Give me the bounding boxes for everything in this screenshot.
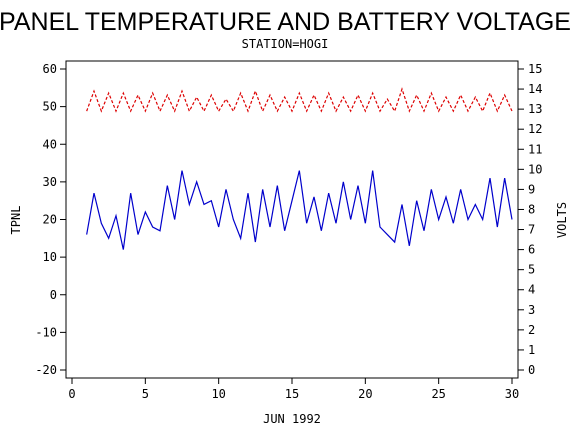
y2-tick-label: 14 <box>528 82 542 96</box>
x-tick-label: 25 <box>431 387 445 401</box>
chart-subtitle: STATION=HOGI <box>242 37 329 51</box>
x-tick-label: 20 <box>358 387 372 401</box>
y2-tick-label: 7 <box>528 223 535 237</box>
y2-tick-label: 5 <box>528 263 535 277</box>
y2-tick-label: 3 <box>528 303 535 317</box>
y-tick-label: -10 <box>35 325 57 339</box>
y-tick-label: 30 <box>43 175 57 189</box>
plot-frame <box>65 60 519 379</box>
y-axis-label: TPNL <box>9 206 23 235</box>
y2-tick-label: 11 <box>528 142 542 156</box>
y2-axis-label: VOLTS <box>555 202 569 238</box>
y2-tick-label: 13 <box>528 102 542 116</box>
y-tick-label: 60 <box>43 62 57 76</box>
y2-tick-label: 2 <box>528 323 535 337</box>
y-tick-label: 40 <box>43 137 57 151</box>
y-tick-label: 50 <box>43 100 57 114</box>
x-tick-label: 10 <box>211 387 225 401</box>
x-tick-label: 30 <box>505 387 519 401</box>
y2-tick-label: 4 <box>528 283 535 297</box>
chart-title: PANEL TEMPERATURE AND BATTERY VOLTAGE <box>0 8 570 36</box>
y2-tick-label: 12 <box>528 122 542 136</box>
y2-tick-label: 8 <box>528 202 535 216</box>
y-tick-label: -20 <box>35 363 57 377</box>
data-line <box>86 87 513 113</box>
y-tick-label: 20 <box>43 213 57 227</box>
x-tick-label: 15 <box>285 387 299 401</box>
y2-tick-label: 15 <box>528 62 542 76</box>
x-axis-label: JUN 1992 <box>263 412 321 426</box>
y-tick-label: 0 <box>50 288 57 302</box>
data-line <box>86 170 513 250</box>
y-tick-label: 10 <box>43 250 57 264</box>
y2-tick-label: 1 <box>528 343 535 357</box>
y2-tick-label: 10 <box>528 162 542 176</box>
x-tick-label: 5 <box>142 387 149 401</box>
y2-tick-label: 9 <box>528 182 535 196</box>
y2-tick-label: 6 <box>528 243 535 257</box>
x-tick-label: 0 <box>68 387 75 401</box>
y2-tick-label: 0 <box>528 363 535 377</box>
